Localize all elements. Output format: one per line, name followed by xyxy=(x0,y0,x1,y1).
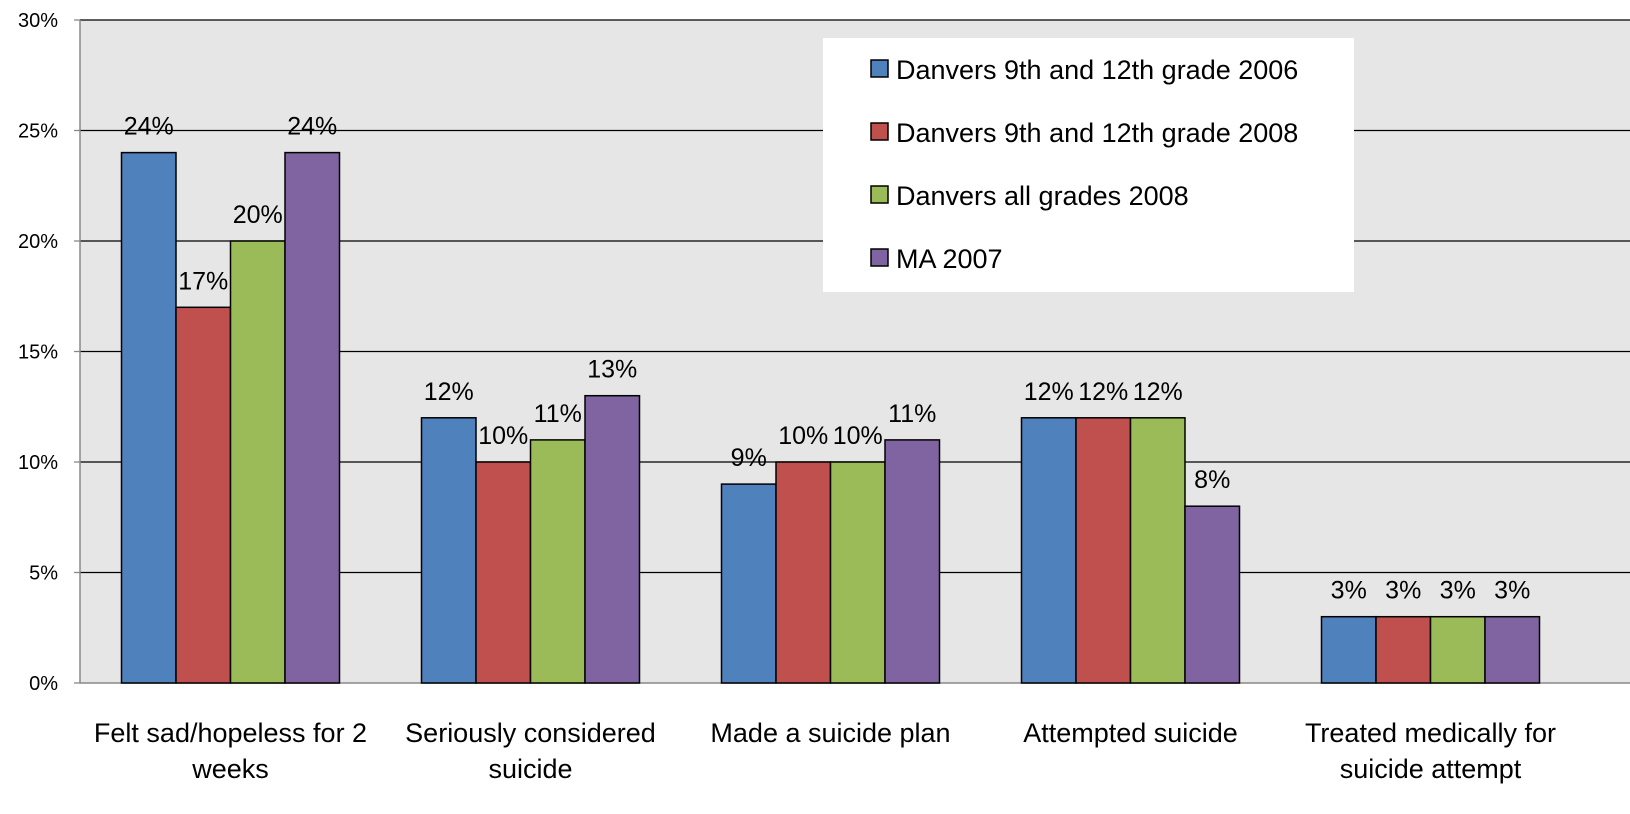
x-tick-label: suicide xyxy=(488,754,572,784)
data-label: 12% xyxy=(1078,378,1128,406)
y-tick-label: 20% xyxy=(18,231,58,253)
legend-label: Danvers 9th and 12th grade 2008 xyxy=(896,118,1298,148)
data-label: 3% xyxy=(1385,577,1421,605)
x-tick-label: Seriously considered xyxy=(405,718,656,748)
legend-label: MA 2007 xyxy=(896,244,1003,274)
legend-swatch xyxy=(870,248,889,267)
bar xyxy=(720,483,777,684)
x-tick-label: weeks xyxy=(191,754,269,784)
x-tick-label: Made a suicide plan xyxy=(710,718,950,748)
legend-swatch xyxy=(870,122,889,141)
y-tick-label: 0% xyxy=(29,673,58,695)
bar xyxy=(1020,417,1077,684)
data-label: 10% xyxy=(478,422,528,450)
bar xyxy=(475,461,532,684)
y-tick-label: 25% xyxy=(18,121,58,143)
x-tick-label: suicide attempt xyxy=(1340,754,1522,784)
data-label: 3% xyxy=(1440,577,1476,605)
bar xyxy=(1129,417,1186,684)
data-label: 3% xyxy=(1494,577,1530,605)
bar xyxy=(175,306,232,684)
bar xyxy=(1375,615,1432,684)
bar xyxy=(775,461,832,684)
bar xyxy=(1429,615,1486,684)
data-label: 12% xyxy=(424,378,474,406)
data-label: 24% xyxy=(124,113,174,141)
bar xyxy=(884,439,941,684)
bar xyxy=(1075,417,1132,684)
data-label: 8% xyxy=(1194,466,1230,494)
x-tick-label: Attempted suicide xyxy=(1023,718,1238,748)
legend-label: Danvers all grades 2008 xyxy=(896,181,1189,211)
bar xyxy=(120,151,177,684)
bar xyxy=(584,394,641,684)
bar xyxy=(829,461,886,684)
legend-label: Danvers 9th and 12th grade 2006 xyxy=(896,55,1298,85)
x-tick-label: Felt sad/hopeless for 2 xyxy=(94,718,367,748)
x-tick-label: Treated medically for xyxy=(1305,718,1556,748)
bar xyxy=(1484,615,1541,684)
legend-swatch xyxy=(870,59,889,78)
y-tick-label: 10% xyxy=(18,452,58,474)
data-label: 11% xyxy=(534,400,582,428)
bar xyxy=(284,151,341,684)
data-label: 10% xyxy=(833,422,883,450)
bar xyxy=(1320,615,1377,684)
y-tick-label: 30% xyxy=(18,10,58,32)
bar xyxy=(1184,505,1241,684)
data-label: 24% xyxy=(287,113,337,141)
y-tick-label: 5% xyxy=(29,563,58,585)
data-label: 13% xyxy=(587,356,637,384)
data-label: 3% xyxy=(1331,577,1367,605)
data-label: 20% xyxy=(233,201,283,229)
bar xyxy=(420,417,477,684)
legend-box xyxy=(823,38,1354,292)
data-label: 9% xyxy=(731,444,767,472)
data-label: 11% xyxy=(888,400,936,428)
bar xyxy=(229,240,286,684)
data-label: 12% xyxy=(1024,378,1074,406)
legend-swatch xyxy=(870,185,889,204)
data-label: 12% xyxy=(1133,378,1183,406)
data-label: 17% xyxy=(178,267,228,295)
y-tick-label: 15% xyxy=(18,342,58,364)
data-label: 10% xyxy=(778,422,828,450)
bar xyxy=(529,439,586,684)
